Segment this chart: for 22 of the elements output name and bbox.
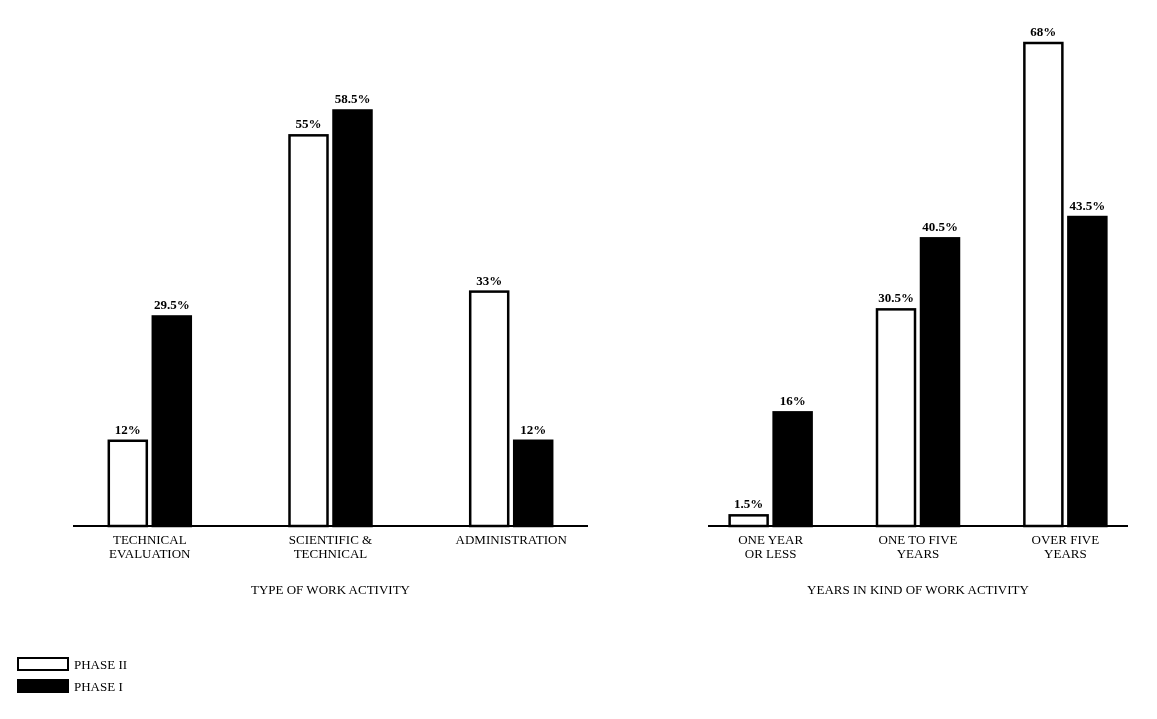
x-tick-label: ONE TO FIVE YEARS [878,532,958,561]
data-label: 33% [476,272,503,288]
x-tick-label: OVER FIVE YEARS [1031,532,1100,561]
legend-label: PHASE II [74,657,128,672]
data-label: 40.5% [922,219,958,235]
data-label: 16% [779,393,806,409]
x-axis-title: YEARS IN KIND OF WORK ACTIVITY [807,582,1030,597]
x-tick-label: ADMINISTRATION [455,532,568,547]
x-axis-title: TYPE OF WORK ACTIVITY [250,582,411,597]
data-label: 68% [1030,24,1057,39]
x-tick-label: ONE YEAR OR LESS [738,532,804,561]
data-label: 12% [114,421,141,437]
data-label: 30.5% [878,290,914,306]
data-label: 55% [295,116,322,132]
data-label: 43.5% [1069,198,1106,214]
data-label: 29.5% [153,297,190,313]
x-tick-label: SCIENTIFIC & TECHNICAL [288,532,373,561]
data-label: 12% [520,421,547,437]
data-label: 58.5% [334,91,371,107]
legend-label: PHASE I [74,679,123,694]
x-tick-label: TECHNICAL EVALUATION [109,532,192,561]
data-label: 1.5% [734,496,764,512]
